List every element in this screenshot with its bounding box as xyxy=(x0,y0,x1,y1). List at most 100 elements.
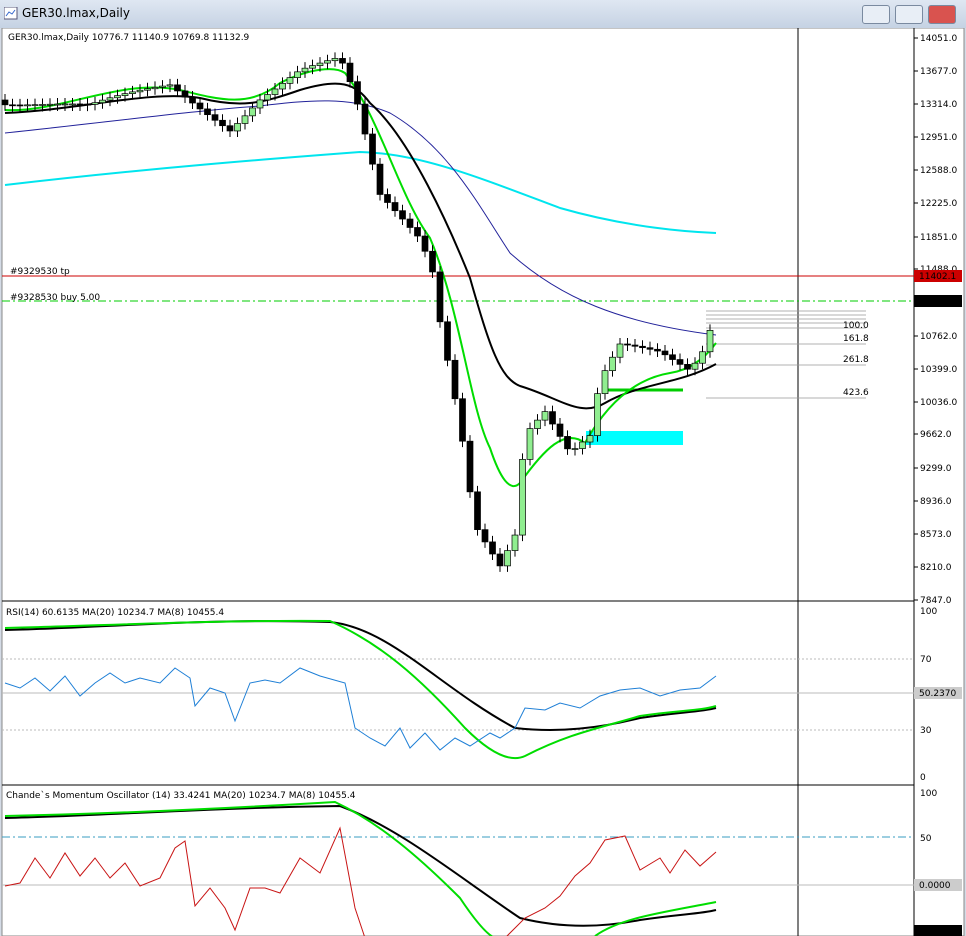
cmo-level: 50 xyxy=(920,834,932,844)
fib-label: 261.8 xyxy=(843,355,869,365)
candle-body xyxy=(526,428,534,460)
cmo-header: Chande`s Momentum Oscillator (14) 33.424… xyxy=(6,790,356,801)
candle-body xyxy=(511,534,519,551)
candle-body xyxy=(339,58,346,64)
candle-body xyxy=(346,62,354,83)
candle-body xyxy=(489,541,496,555)
candle-body xyxy=(69,103,76,106)
candle-body xyxy=(624,343,631,346)
candle-body xyxy=(676,359,684,365)
candle-body xyxy=(361,103,369,135)
price-label: 9662.0 xyxy=(920,430,952,440)
candle-body xyxy=(534,419,541,429)
candle-body xyxy=(271,88,279,95)
candle-body xyxy=(309,65,316,69)
candle-body xyxy=(189,96,196,104)
candle-body xyxy=(586,435,594,443)
price-label: 12225.0 xyxy=(920,199,957,209)
chart-header: GER30.lmax,Daily 10776.7 11140.9 10769.8… xyxy=(8,33,250,43)
title-bar: GER30.lmax,Daily xyxy=(0,0,966,28)
price-label: 14051.0 xyxy=(920,34,957,44)
minimize-button[interactable] xyxy=(862,5,890,24)
candle-body xyxy=(594,393,601,436)
candle-body xyxy=(256,99,264,109)
candle-body xyxy=(24,104,31,107)
candle-body xyxy=(616,343,624,358)
candle-body xyxy=(654,348,661,352)
candle-body xyxy=(286,77,294,84)
order-label: #9328530 buy 5.00 xyxy=(10,293,100,303)
candle-body xyxy=(264,94,271,101)
candle-body xyxy=(294,71,301,78)
candle-body xyxy=(699,351,706,364)
price-label: 11851.0 xyxy=(920,233,957,243)
candle-body xyxy=(436,271,444,323)
candle-body xyxy=(541,411,549,421)
candle-body xyxy=(211,114,219,121)
candle-body xyxy=(646,347,654,350)
fib-label: 161.8 xyxy=(843,334,869,344)
price-label: 13314.0 xyxy=(920,100,957,110)
candle-body xyxy=(354,81,361,105)
candle-body xyxy=(639,345,646,349)
price-label: 9299.0 xyxy=(920,464,952,474)
candle-body xyxy=(631,344,639,347)
candle-body xyxy=(279,82,286,90)
candle-body xyxy=(474,491,481,530)
price-label: 13677.0 xyxy=(920,67,957,77)
candle-body xyxy=(384,194,391,203)
candle-body xyxy=(99,99,106,104)
price-label: 7847.0 xyxy=(920,596,952,606)
candle-body xyxy=(31,104,39,107)
fib-label: 423.6 xyxy=(843,388,869,398)
candle-body xyxy=(9,104,16,107)
price-label: 12588.0 xyxy=(920,166,957,176)
candle-body xyxy=(399,210,406,220)
candle-body xyxy=(481,529,489,543)
candle-body xyxy=(661,350,669,356)
candle-body xyxy=(669,354,676,360)
candle-body xyxy=(564,436,571,450)
candle-body xyxy=(301,67,309,73)
candle-body xyxy=(406,218,414,228)
current-price-label: 11132.9 xyxy=(919,297,956,307)
candle-body xyxy=(691,362,699,370)
maximize-button[interactable] xyxy=(895,5,923,24)
candle-body xyxy=(601,370,609,395)
candle-body xyxy=(421,235,429,252)
candle-body xyxy=(451,359,459,400)
candle-body xyxy=(46,103,54,106)
candle-body xyxy=(571,448,579,450)
candle-body xyxy=(91,102,99,105)
price-label: 10762.0 xyxy=(920,332,957,342)
candle-body xyxy=(331,58,339,62)
candle-body xyxy=(166,84,174,87)
candle-body xyxy=(706,329,714,353)
candle-body xyxy=(204,108,211,116)
rsi-level: 0 xyxy=(920,773,926,783)
rsi-level: 70 xyxy=(920,655,932,665)
candle-body xyxy=(121,93,129,96)
price-label: 8573.0 xyxy=(920,530,952,540)
close-button[interactable] xyxy=(928,5,956,24)
candle-body xyxy=(579,441,586,449)
candle-body xyxy=(114,95,121,99)
candle-body xyxy=(226,125,234,132)
rsi-header: RSI(14) 60.6135 MA(20) 10234.7 MA(8) 104… xyxy=(6,608,224,618)
cmo-level: 100 xyxy=(920,789,937,799)
rsi-current: 50.2370 xyxy=(919,689,956,699)
candle-body xyxy=(496,553,504,567)
candle-body xyxy=(84,103,91,106)
candle-body xyxy=(54,103,61,106)
rsi-level: 100 xyxy=(920,607,937,617)
candle-body xyxy=(391,202,399,212)
candle-body xyxy=(1,99,9,106)
candle-body xyxy=(39,104,46,106)
candle-body xyxy=(504,550,511,567)
candle-body xyxy=(106,97,114,101)
cmo-current: 0.0000 xyxy=(919,881,951,891)
price-label: 8210.0 xyxy=(920,563,952,573)
candle-body xyxy=(159,85,166,88)
candle-body xyxy=(316,62,324,66)
candle-body xyxy=(196,102,204,110)
